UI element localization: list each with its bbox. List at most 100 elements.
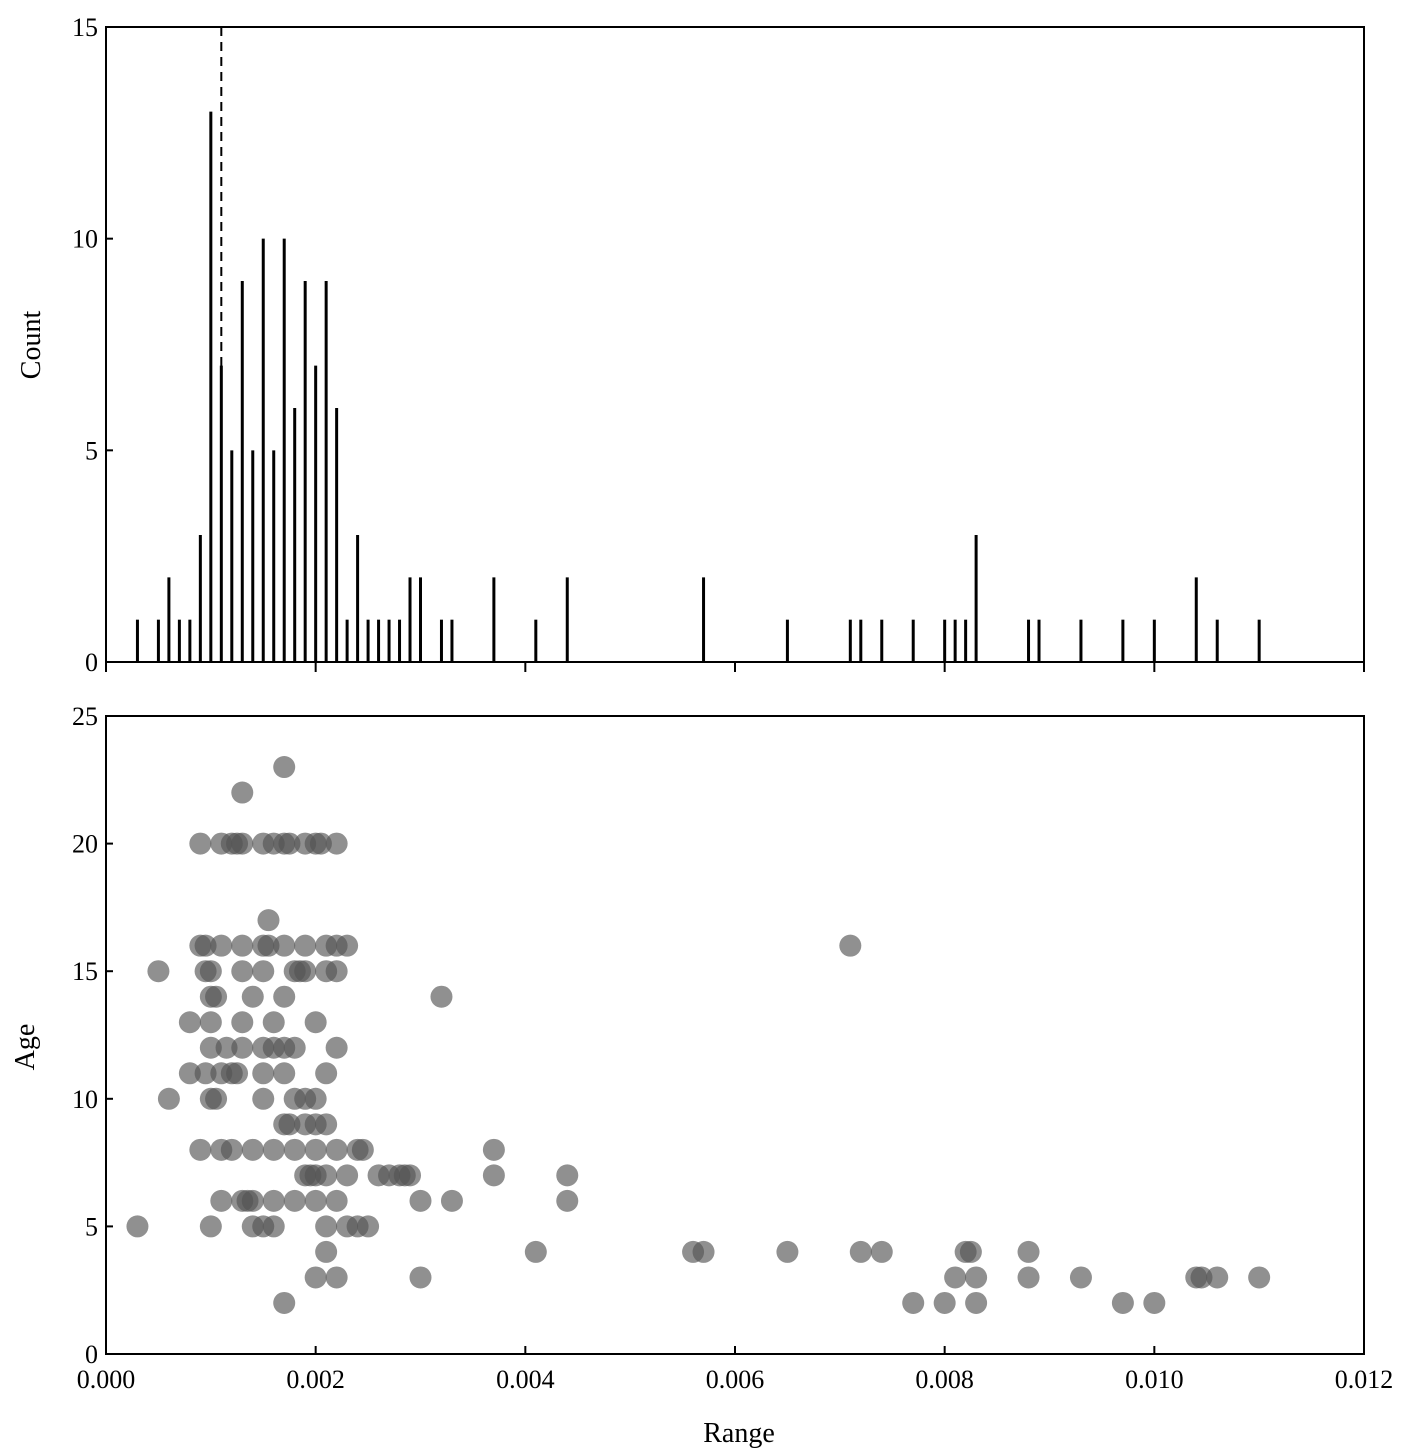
y-tick-label: 0	[85, 1340, 98, 1369]
histogram-bars	[135, 111, 1261, 662]
scatter-point	[273, 756, 296, 779]
scatter-point	[944, 1266, 967, 1289]
scatter-point	[409, 1266, 432, 1289]
scatter-point	[304, 1266, 327, 1289]
scatter-point	[351, 1138, 374, 1161]
scatter-point	[325, 832, 348, 855]
scatter-point	[839, 934, 862, 957]
scatter-point	[304, 1087, 327, 1110]
x-tick-label: 0.002	[286, 1365, 345, 1394]
scatter-point	[1069, 1266, 1092, 1289]
scatter-point	[336, 1164, 359, 1187]
scatter-point	[252, 960, 275, 983]
scatter-point	[325, 1266, 348, 1289]
scatter-point	[215, 1036, 238, 1059]
histogram-panel: 0 5 10 15 Count	[16, 13, 1365, 677]
scatter-y-axis-label: Age	[10, 1024, 41, 1071]
scatter-point	[199, 1036, 222, 1059]
scatter-point	[231, 1036, 254, 1059]
scatter-point	[294, 960, 317, 983]
scatter-point	[325, 1189, 348, 1212]
scatter-point	[199, 1011, 222, 1034]
scatter-point	[231, 960, 254, 983]
scatter-point	[902, 1291, 925, 1314]
scatter-point	[304, 1189, 327, 1212]
scatter-point	[262, 1011, 285, 1034]
scatter-point	[278, 1113, 301, 1136]
scatter-point	[189, 1138, 212, 1161]
scatter-point	[241, 985, 264, 1008]
y-tick-label: 20	[72, 830, 98, 859]
y-tick-label: 15	[72, 13, 98, 42]
scatter-x-axis-label: Range	[703, 1418, 775, 1449]
y-tick-label: 10	[72, 1085, 98, 1114]
scatter-point	[399, 1164, 422, 1187]
scatter-point	[482, 1164, 505, 1187]
scatter-point	[315, 1215, 338, 1238]
scatter-point	[482, 1138, 505, 1161]
scatter-point	[241, 1138, 264, 1161]
scatter-point	[315, 1113, 338, 1136]
y-tick-label: 10	[72, 225, 98, 254]
scatter-point	[849, 1240, 872, 1263]
scatter-point	[278, 832, 301, 855]
scatter-point	[556, 1164, 579, 1187]
scatter-point	[1248, 1266, 1271, 1289]
y-tick-label: 5	[85, 1212, 98, 1241]
scatter-point	[1017, 1240, 1040, 1263]
scatter-point	[1206, 1266, 1229, 1289]
scatter-point	[189, 832, 212, 855]
scatter-point	[231, 1011, 254, 1034]
histogram-y-axis-label: Count	[16, 311, 47, 380]
scatter-point	[199, 960, 222, 983]
scatter-point	[315, 1240, 338, 1263]
scatter-point	[273, 934, 296, 957]
scatter-point	[147, 960, 170, 983]
scatter-point	[965, 1291, 988, 1314]
scatter-point	[870, 1240, 893, 1263]
scatter-point	[157, 1087, 180, 1110]
scatter-point	[309, 832, 332, 855]
scatter-point	[524, 1240, 547, 1263]
scatter-point	[262, 1215, 285, 1238]
scatter-point	[409, 1189, 432, 1212]
scatter-point	[210, 934, 233, 957]
scatter-point	[776, 1240, 799, 1263]
scatter-point	[283, 1189, 306, 1212]
scatter-point	[336, 934, 359, 957]
scatter-point	[226, 1062, 249, 1085]
scatter-point	[257, 909, 280, 932]
x-tick-label: 0.004	[496, 1365, 555, 1394]
y-tick-label: 5	[85, 436, 98, 465]
scatter-point	[231, 934, 254, 957]
scatter-point	[199, 1215, 222, 1238]
scatter-point	[556, 1189, 579, 1212]
scatter-point	[273, 1291, 296, 1314]
x-tick-label: 0.008	[915, 1365, 974, 1394]
scatter-point	[304, 1138, 327, 1161]
scatter-point	[262, 1138, 285, 1161]
scatter-point	[1017, 1266, 1040, 1289]
scatter-point	[325, 1138, 348, 1161]
scatter-point	[126, 1215, 149, 1238]
scatter-point	[440, 1189, 463, 1212]
scatter-point	[273, 1062, 296, 1085]
histogram-x-ticks	[105, 662, 1365, 672]
y-tick-label: 15	[72, 957, 98, 986]
scatter-point	[294, 934, 317, 957]
y-tick-label: 25	[72, 702, 98, 731]
scatter-point	[959, 1240, 982, 1263]
scatter-point	[304, 1011, 327, 1034]
scatter-point	[273, 985, 296, 1008]
scatter-point	[357, 1215, 380, 1238]
scatter-point	[231, 781, 254, 804]
x-tick-label: 0.010	[1125, 1365, 1184, 1394]
scatter-point	[194, 1062, 217, 1085]
scatter-point	[241, 1189, 264, 1212]
x-tick-label: 0.000	[77, 1365, 136, 1394]
scatter-y-ticks: 0 5 10 15 20 25	[72, 702, 113, 1369]
scatter-point	[178, 1011, 201, 1034]
scatter-point	[933, 1291, 956, 1314]
scatter-point	[283, 1138, 306, 1161]
